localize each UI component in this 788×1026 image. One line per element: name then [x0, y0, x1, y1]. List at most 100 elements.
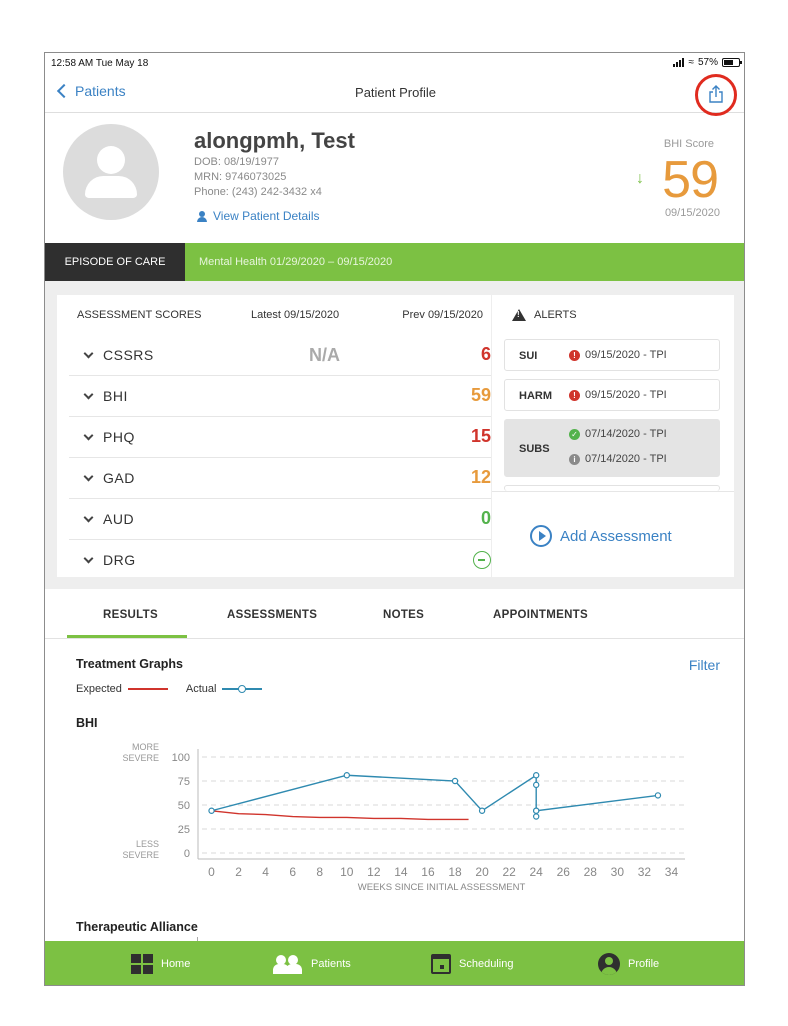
alert-date: 09/15/2020 - TPI	[585, 349, 667, 361]
alert-line: i 07/14/2020 - TPI	[569, 453, 667, 465]
alert-code: HARM	[519, 390, 552, 402]
y-tick-label: 50	[178, 800, 190, 812]
tabbar-home-label: Home	[161, 958, 191, 970]
score-name: DRG	[103, 552, 136, 568]
data-point-actual	[478, 807, 486, 814]
tabbar-scheduling[interactable]: Scheduling	[431, 941, 514, 985]
x-tick-label: 14	[394, 865, 408, 879]
score-prev: 0	[480, 508, 491, 528]
x-tick-label: 2	[235, 865, 242, 879]
tabbar-profile-label: Profile	[628, 958, 660, 970]
tab-assessments[interactable]: ASSESSMENTS	[227, 609, 318, 621]
add-assessment-label: Add Assessment	[560, 527, 672, 545]
alert-item-sui[interactable]: SUI ! 09/15/2020 - TPI	[504, 339, 720, 371]
status-time: 12:58 AM Tue May 18	[51, 58, 149, 69]
legend-expected-label: Expected	[76, 683, 122, 695]
tabbar-scheduling-label: Scheduling	[459, 958, 514, 970]
person-icon	[197, 210, 207, 222]
tabbar-profile[interactable]: Profile	[598, 941, 660, 985]
legend-actual-label: Actual	[185, 683, 217, 695]
legend-expected-line	[127, 688, 168, 690]
patient-mrn: MRN: 9746073025	[194, 171, 287, 183]
tab-appointments[interactable]: APPOINTMENTS	[493, 609, 588, 621]
x-tick-label: 28	[584, 865, 598, 879]
chevron-down-icon	[83, 512, 94, 523]
gray-info-icon: i	[569, 453, 580, 465]
divider	[492, 491, 734, 492]
score-row-bhi[interactable]: BHI 59	[69, 376, 491, 417]
y-bottom-label: SEVERE	[122, 850, 159, 860]
alert-date: 07/14/2020 - TPI	[585, 453, 667, 465]
tab-results[interactable]: RESULTS	[103, 609, 158, 621]
bottom-tab-bar: Home Patients Scheduling Profile	[45, 941, 744, 985]
add-assessment-button[interactable]: Add Assessment	[530, 525, 672, 547]
x-tick-label: 34	[665, 865, 679, 879]
bhi-score-label: BHI Score	[663, 138, 714, 150]
score-name: GAD	[103, 470, 135, 486]
score-name: BHI	[103, 388, 128, 404]
avatar	[63, 124, 159, 220]
signal-icon	[673, 58, 685, 67]
alert-line: ✓ 07/14/2020 - TPI	[569, 428, 667, 440]
profile-tabs: RESULTS ASSESSMENTS NOTES APPOINTMENTS	[45, 589, 744, 639]
y-top-label: SEVERE	[122, 753, 159, 763]
alert-date: 09/15/2020 - TPI	[585, 389, 667, 401]
treatment-graphs-title: Treatment Graphs	[76, 657, 183, 671]
score-row-aud[interactable]: AUD 0	[69, 499, 491, 540]
latest-column-header: Latest 09/15/2020	[251, 309, 340, 321]
score-name: AUD	[103, 511, 135, 527]
score-row-cssrs[interactable]: CSSRS N/A 6	[69, 335, 491, 376]
episode-tag: EPISODE OF CARE	[45, 243, 185, 281]
view-patient-details-link[interactable]: View Patient Details	[197, 209, 320, 223]
alerts-header: ALERTS	[512, 309, 577, 321]
y-tick-label: 0	[184, 848, 190, 860]
chevron-down-icon	[83, 430, 94, 441]
view-details-label: View Patient Details	[213, 209, 320, 223]
chart-legend: Expected Actual	[76, 683, 263, 695]
tabbar-patients[interactable]: Patients	[273, 941, 351, 985]
score-row-drg[interactable]: DRG	[69, 540, 491, 581]
x-tick-label: 24	[530, 865, 544, 879]
x-tick-label: 26	[557, 865, 571, 879]
tabbar-home[interactable]: Home	[131, 941, 191, 985]
battery-percent: 57%	[697, 57, 718, 68]
tab-notes[interactable]: NOTES	[383, 609, 425, 621]
x-tick-label: 6	[289, 865, 296, 879]
share-button[interactable]	[695, 74, 737, 116]
score-name: CSSRS	[103, 347, 154, 363]
data-point-actual	[451, 777, 459, 785]
active-tab-indicator	[67, 635, 187, 638]
y-bottom-label: LESS	[136, 839, 159, 849]
score-row-gad[interactable]: GAD 12	[69, 458, 491, 499]
patient-dob: DOB: 08/19/1977	[194, 156, 280, 168]
score-prev: 12	[470, 467, 491, 487]
y-top-label: MORE	[132, 742, 159, 752]
x-tick-label: 32	[638, 865, 652, 879]
x-tick-label: 30	[611, 865, 625, 879]
score-row-phq[interactable]: PHQ 15	[69, 417, 491, 458]
score-prev: 15	[470, 426, 491, 446]
alert-item-subs[interactable]: SUBS ✓ 07/14/2020 - TPI i 07/14/2020 - T…	[504, 419, 720, 477]
profile-icon	[598, 953, 620, 975]
episode-of-care-bar[interactable]: EPISODE OF CARE Mental Health 01/29/2020…	[45, 243, 744, 281]
filter-button[interactable]: Filter	[688, 657, 720, 673]
data-point-actual	[532, 813, 540, 820]
alert-item-harm[interactable]: HARM ! 09/15/2020 - TPI	[504, 379, 720, 411]
data-point-actual	[343, 772, 351, 779]
down-arrow-icon: ↓	[636, 170, 644, 187]
alert-line: ! 09/15/2020 - TPI	[569, 349, 667, 361]
alerts-card: ALERTS SUI ! 09/15/2020 - TPI HARM ! 09/…	[492, 295, 734, 577]
x-axis-label: WEEKS SINCE INITIAL ASSESSMENT	[358, 882, 526, 893]
avatar-head	[97, 146, 125, 174]
score-prev: 6	[480, 344, 491, 364]
alert-item-partial	[504, 485, 720, 491]
back-button[interactable]: Patients	[55, 83, 126, 99]
alert-code: SUI	[519, 350, 538, 362]
score-name: PHQ	[103, 429, 135, 445]
warning-icon	[512, 309, 526, 321]
chart-axis-stub	[197, 937, 198, 941]
patients-icon	[273, 954, 303, 974]
episode-range: Mental Health 01/29/2020 – 09/15/2020	[199, 256, 393, 268]
legend-actual-line	[222, 686, 263, 692]
